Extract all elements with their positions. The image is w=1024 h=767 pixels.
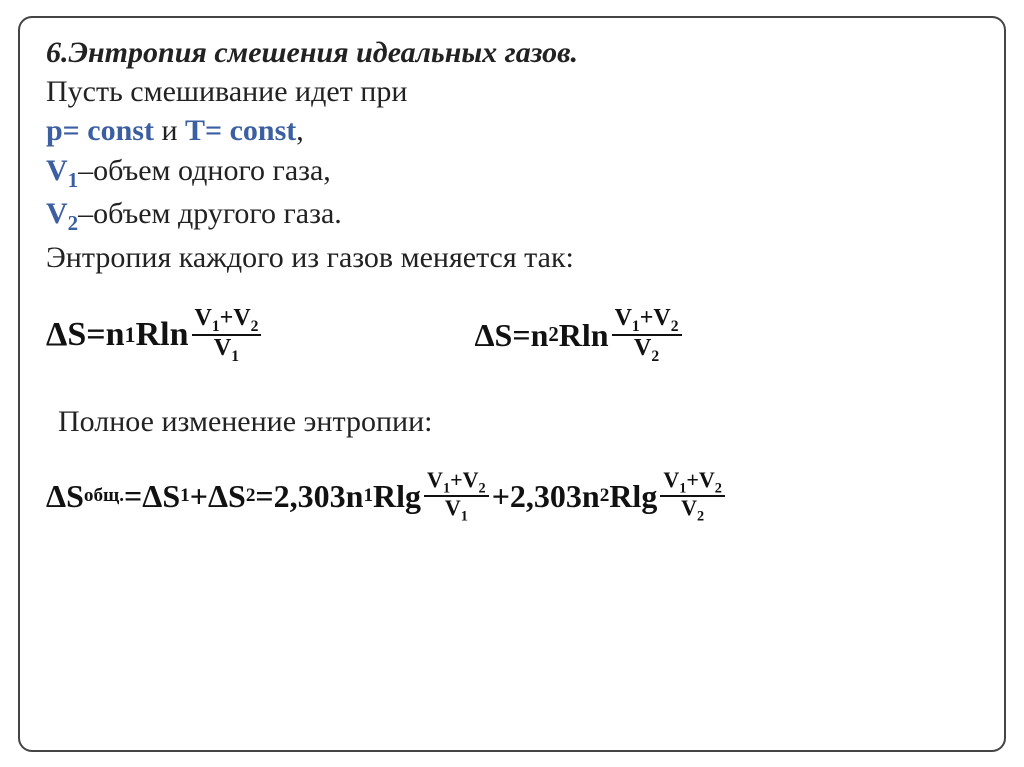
eq1-rln: Rln [136,316,189,354]
eq3-coef1: 2,303 [274,478,346,515]
eq2-nsub: 2 [548,323,558,347]
eq3-frac1-den: V1 [442,497,471,524]
eq1-num-s1: 1 [212,318,220,335]
v2-letter: V [46,197,68,230]
eq1-nsub: 1 [125,322,136,348]
equation-3: ΔSобщ. = ΔS1 + ΔS2 = 2,303 n1 Rlg V1+V2 … [46,469,978,524]
eq3-f2-ds: 2 [697,509,704,525]
eq2-n: n [531,317,549,354]
eq3-rlg1: Rlg [373,478,421,515]
eq2-num-s2: 2 [671,318,679,335]
eq1-num-v1: V [195,305,212,331]
eq3-f1-ds: 1 [461,509,468,525]
eq3-frac1-num: V1+V2 [424,469,489,498]
eq3-sub2: 2 [246,485,256,507]
text-and: и [154,114,185,147]
symbol-v1: V1 [46,154,78,187]
eq3-f2-v2: V [699,467,715,492]
eq3-f2-v1: V [663,467,679,492]
v2-sub: 2 [68,211,79,235]
line-3: V1–объем одного газа, [46,151,978,195]
equation-row-1: ΔS = n1 Rln V1+V2 V1 ΔS = n2 Rln V1+V2 [46,306,978,365]
eq1-num-s2: 2 [251,318,259,335]
eq1-den-s: 1 [231,348,239,365]
line-1: Пусть смешивание идет при [46,72,978,112]
equation-2: ΔS = n2 Rln V1+V2 V2 [474,306,684,365]
slide-title: 6.Энтропия смешения идеальных газов. [46,36,978,70]
eq1-fraction: V1+V2 V1 [192,306,262,365]
heading-full-change: Полное изменение энтропии: [58,405,978,439]
v1-sub: 1 [68,168,79,192]
slide-container: 6.Энтропия смешения идеальных газов. Пус… [18,16,1006,752]
eq3-f2-s2: 2 [715,480,722,496]
keyword-t-const: T= const [185,114,296,147]
eq1-equals: = [86,316,105,354]
eq3-frac2: V1+V2 V2 [660,469,725,524]
eq2-numerator: V1+V2 [612,306,682,336]
eq1-lhs: ΔS [46,316,86,354]
v1-letter: V [46,154,68,187]
eq2-den-s: 2 [651,348,659,365]
eq3-coef2: 2,303 [510,478,582,515]
eq3-plus1: + [190,478,208,515]
eq3-f2-plus: + [686,467,699,492]
eq3-f1-v1: V [427,467,443,492]
eq3-f1-s2: 2 [479,480,486,496]
eq3-frac1: V1+V2 V1 [424,469,489,524]
eq1-n: n [106,316,125,354]
eq2-num-s1: 1 [632,318,640,335]
eq3-dS: ΔS [46,478,84,515]
equation-1: ΔS = n1 Rln V1+V2 V1 [46,306,264,365]
eq3-rlg2: Rlg [609,478,657,515]
eq3-sub-total: общ. [84,485,124,507]
eq3-n1: n [346,478,364,515]
eq2-equals: = [512,317,530,354]
eq3-nsub1: 1 [363,485,373,507]
eq3-eq1: = [124,478,142,515]
eq2-num-v1: V [615,305,632,331]
eq2-fraction: V1+V2 V2 [612,306,682,365]
eq1-denominator: V1 [211,336,242,364]
text-comma: , [296,114,304,147]
eq1-num-v2: V [233,305,250,331]
eq3-sub1: 1 [180,485,190,507]
eq3-f2-dv: V [681,495,697,520]
eq2-num-v2: V [653,305,670,331]
eq3-eq2: = [255,478,273,515]
line4-rest: –объем другого газа. [78,197,342,230]
eq3-bigplus: + [492,478,510,515]
eq3-dS1: ΔS [142,478,180,515]
line-4: V2–объем другого газа. [46,194,978,238]
symbol-v2: V2 [46,197,78,230]
eq3-f1-dv: V [445,495,461,520]
eq2-lhs: ΔS [474,317,512,354]
eq3-nsub2: 2 [600,485,610,507]
eq3-f1-v2: V [463,467,479,492]
line-2: p= const и T= const, [46,111,978,151]
eq2-num-plus: + [640,305,654,331]
keyword-p-const: p= const [46,114,154,147]
line3-rest: –объем одного газа, [78,154,331,187]
eq3-dS2: ΔS [208,478,246,515]
eq3-frac2-num: V1+V2 [660,469,725,498]
eq1-den-v: V [214,335,231,361]
eq3-f1-plus: + [450,467,463,492]
eq2-denominator: V2 [631,336,662,364]
eq3-frac2-den: V2 [678,497,707,524]
line-5: Энтропия каждого из газов меняется так: [46,238,978,278]
eq2-den-v: V [634,335,651,361]
eq3-n2: n [582,478,600,515]
eq2-rln: Rln [559,317,609,354]
eq1-numerator: V1+V2 [192,306,262,336]
eq1-num-plus: + [220,305,234,331]
